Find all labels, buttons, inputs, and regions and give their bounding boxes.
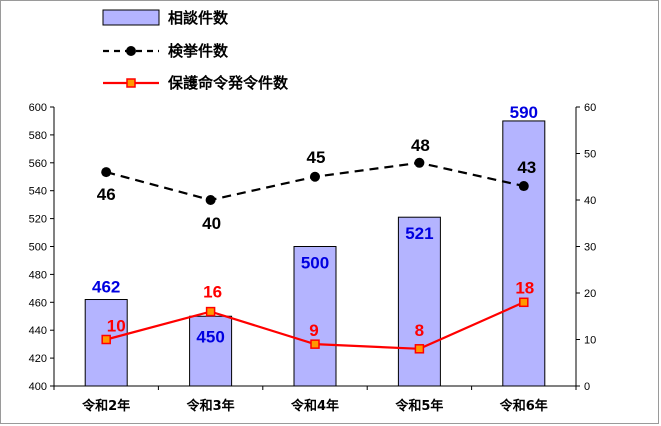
x-tick-label: 令和5年 [395,398,443,414]
data-label-arrests: 46 [97,185,116,204]
point-arrests [414,157,425,168]
legend-marker-arrests [126,46,136,56]
y-tick-label-right: 40 [584,195,596,207]
y-tick-label-left: 460 [29,297,47,309]
y-tick-label-right: 10 [584,335,596,347]
y-tick-label-left: 520 [29,214,47,226]
legend-marker-orders [126,78,136,88]
y-tick-label-left: 600 [29,102,47,114]
axes: 400 420 440 460 480 500 520 540 560 580 600 0 10 20 30… [29,102,597,414]
data-label-consultations: 450 [196,327,224,346]
point-arrests [518,181,529,192]
data-label-consultations: 462 [92,278,120,297]
point-arrests [205,195,216,205]
point-arrests [310,171,320,182]
y-tick-label-right: 30 [584,242,596,254]
legend-swatch-consultations [102,9,160,26]
data-labels: 462 450 500 521 590 46 40 45 48 43 10 16 9 8 18 [92,103,538,346]
bars [84,120,546,387]
y-tick-label-left: 560 [29,158,47,170]
data-label-orders: 16 [203,283,222,302]
bar [397,216,441,387]
data-label-orders: 9 [309,321,318,340]
point-orders [519,297,529,308]
data-label-consultations: 500 [301,254,329,273]
point-orders [101,334,111,345]
data-label-orders: 10 [107,317,126,336]
legend-label-consultations: 相談件数 [168,9,229,27]
y-tick-label-left: 500 [29,242,47,254]
legend-label-arrests: 検挙件数 [168,42,229,60]
x-tick-label: 令和6年 [500,398,548,414]
data-label-orders: 8 [415,321,424,340]
point-arrests [101,167,112,178]
bar [293,246,337,387]
data-label-consultations: 590 [510,103,538,122]
y-tick-label-right: 50 [584,149,596,161]
point-orders [414,344,425,354]
y-tick-label-left: 540 [29,186,47,198]
x-tick-label: 令和4年 [291,398,339,414]
lines [101,157,529,354]
x-tick-label: 令和3年 [187,398,235,414]
y-tick-label-right: 60 [584,102,596,114]
y-tick-label-left: 580 [29,130,47,142]
legend-label-orders: 保護命令発令件数 [167,74,289,92]
data-label-arrests: 43 [517,158,536,177]
x-tick-label: 令和2年 [82,398,130,414]
bar [502,120,546,387]
data-label-consultations: 521 [405,224,433,243]
y-tick-label-left: 400 [29,381,47,393]
data-label-orders: 18 [515,278,534,297]
data-label-arrests: 45 [307,148,326,167]
point-orders [205,306,216,317]
data-label-arrests: 40 [202,214,221,233]
y-tick-label-left: 420 [29,353,47,365]
y-tick-label-left: 440 [29,325,47,337]
y-tick-label-right: 0 [584,381,590,393]
point-orders [310,339,320,349]
bar [189,315,233,387]
y-tick-label-right: 20 [584,288,596,300]
data-label-arrests: 48 [411,136,430,155]
y-tick-label-left: 480 [29,269,47,281]
